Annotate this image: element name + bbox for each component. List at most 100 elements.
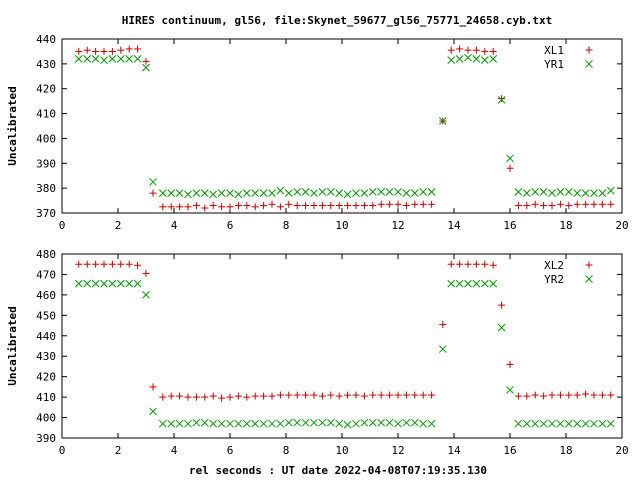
data-point [481,260,489,268]
data-point [184,190,192,199]
data-point [438,345,447,353]
data-point [234,190,243,199]
data-point [352,202,360,210]
data-point [310,391,318,399]
data-point [74,279,83,288]
data-point [301,188,310,196]
data-point [573,391,581,399]
legend-label-yr2: YR2 [544,273,564,286]
data-point [327,391,335,399]
data-point [506,386,514,394]
data-point [402,202,410,210]
data-point [293,391,301,399]
data-point [284,189,293,197]
data-point [209,392,217,400]
x-tick-label: 18 [559,219,572,232]
data-point [200,418,209,427]
data-point [133,279,142,288]
data-point [184,393,192,401]
data-point [91,55,100,63]
data-point [234,392,242,400]
data-point [514,392,522,400]
y-tick-label: 430 [36,58,56,71]
legend-marker-xl2 [585,261,593,269]
data-point [293,202,301,210]
data-point [590,419,598,428]
series-yr2 [74,279,615,429]
data-point [394,188,402,196]
data-point [335,202,343,210]
data-point [394,391,402,399]
data-point [243,393,251,401]
data-point [276,419,285,428]
data-point [548,419,556,428]
data-point [117,260,125,268]
data-point [419,188,428,196]
data-point [522,189,531,197]
data-point [360,202,368,210]
data-point [133,55,142,63]
data-point [489,47,497,55]
data-point [335,189,344,197]
data-point [352,419,360,428]
data-point [335,392,343,400]
y-tick-label: 470 [36,268,56,281]
data-point [167,419,176,428]
data-point [377,418,386,427]
data-point [293,188,302,196]
data-point [310,189,318,197]
data-point [556,419,565,428]
data-point [368,188,377,196]
data-point [284,418,293,427]
data-point [565,391,573,399]
x-tick-label: 20 [615,219,628,232]
data-point [447,46,455,54]
data-point [192,418,201,427]
data-point [318,202,326,210]
data-point [394,200,402,208]
data-point [234,419,243,428]
data-point [344,391,352,399]
data-point [385,418,394,427]
panel-bottom: 0 2 4 6 8 10 12 14 16 18 20 390 400 410 420 430 440 450 46… [36,248,629,457]
data-point [472,46,480,54]
data-point [226,203,234,211]
data-point [108,260,116,268]
data-point [83,46,91,54]
data-point [522,419,531,428]
data-point [531,419,540,428]
data-point [556,188,565,196]
legend-marker-yr1 [585,60,593,68]
y-tick-label: 420 [36,371,56,384]
data-point [83,55,92,63]
data-point [159,203,167,211]
chart-title: HIRES continuum, gl56, file:Skynet_59677… [122,14,552,27]
x-tick-label: 12 [391,219,404,232]
data-point [472,260,480,268]
data-point [564,188,573,196]
data-point [100,47,108,55]
y-tick-label: 480 [36,248,56,261]
data-point [259,189,268,197]
data-point [142,57,150,65]
y-tick-label: 440 [36,33,56,46]
data-point [439,321,447,329]
data-point [607,200,615,208]
x-tick-label: 4 [171,219,178,232]
data-point [427,419,436,428]
data-point [582,200,590,208]
data-point [234,202,242,210]
data-point [326,418,335,427]
data-point [285,200,293,208]
data-point [92,47,100,55]
x-tick-label: 12 [391,444,404,457]
y-tick-label: 430 [36,350,56,363]
data-point [498,301,506,309]
data-point [606,419,615,428]
data-point [184,203,192,211]
data-point [75,47,83,55]
data-point [200,189,209,197]
data-point [242,419,251,428]
y-tick-label: 390 [36,157,56,170]
data-point [531,391,539,399]
